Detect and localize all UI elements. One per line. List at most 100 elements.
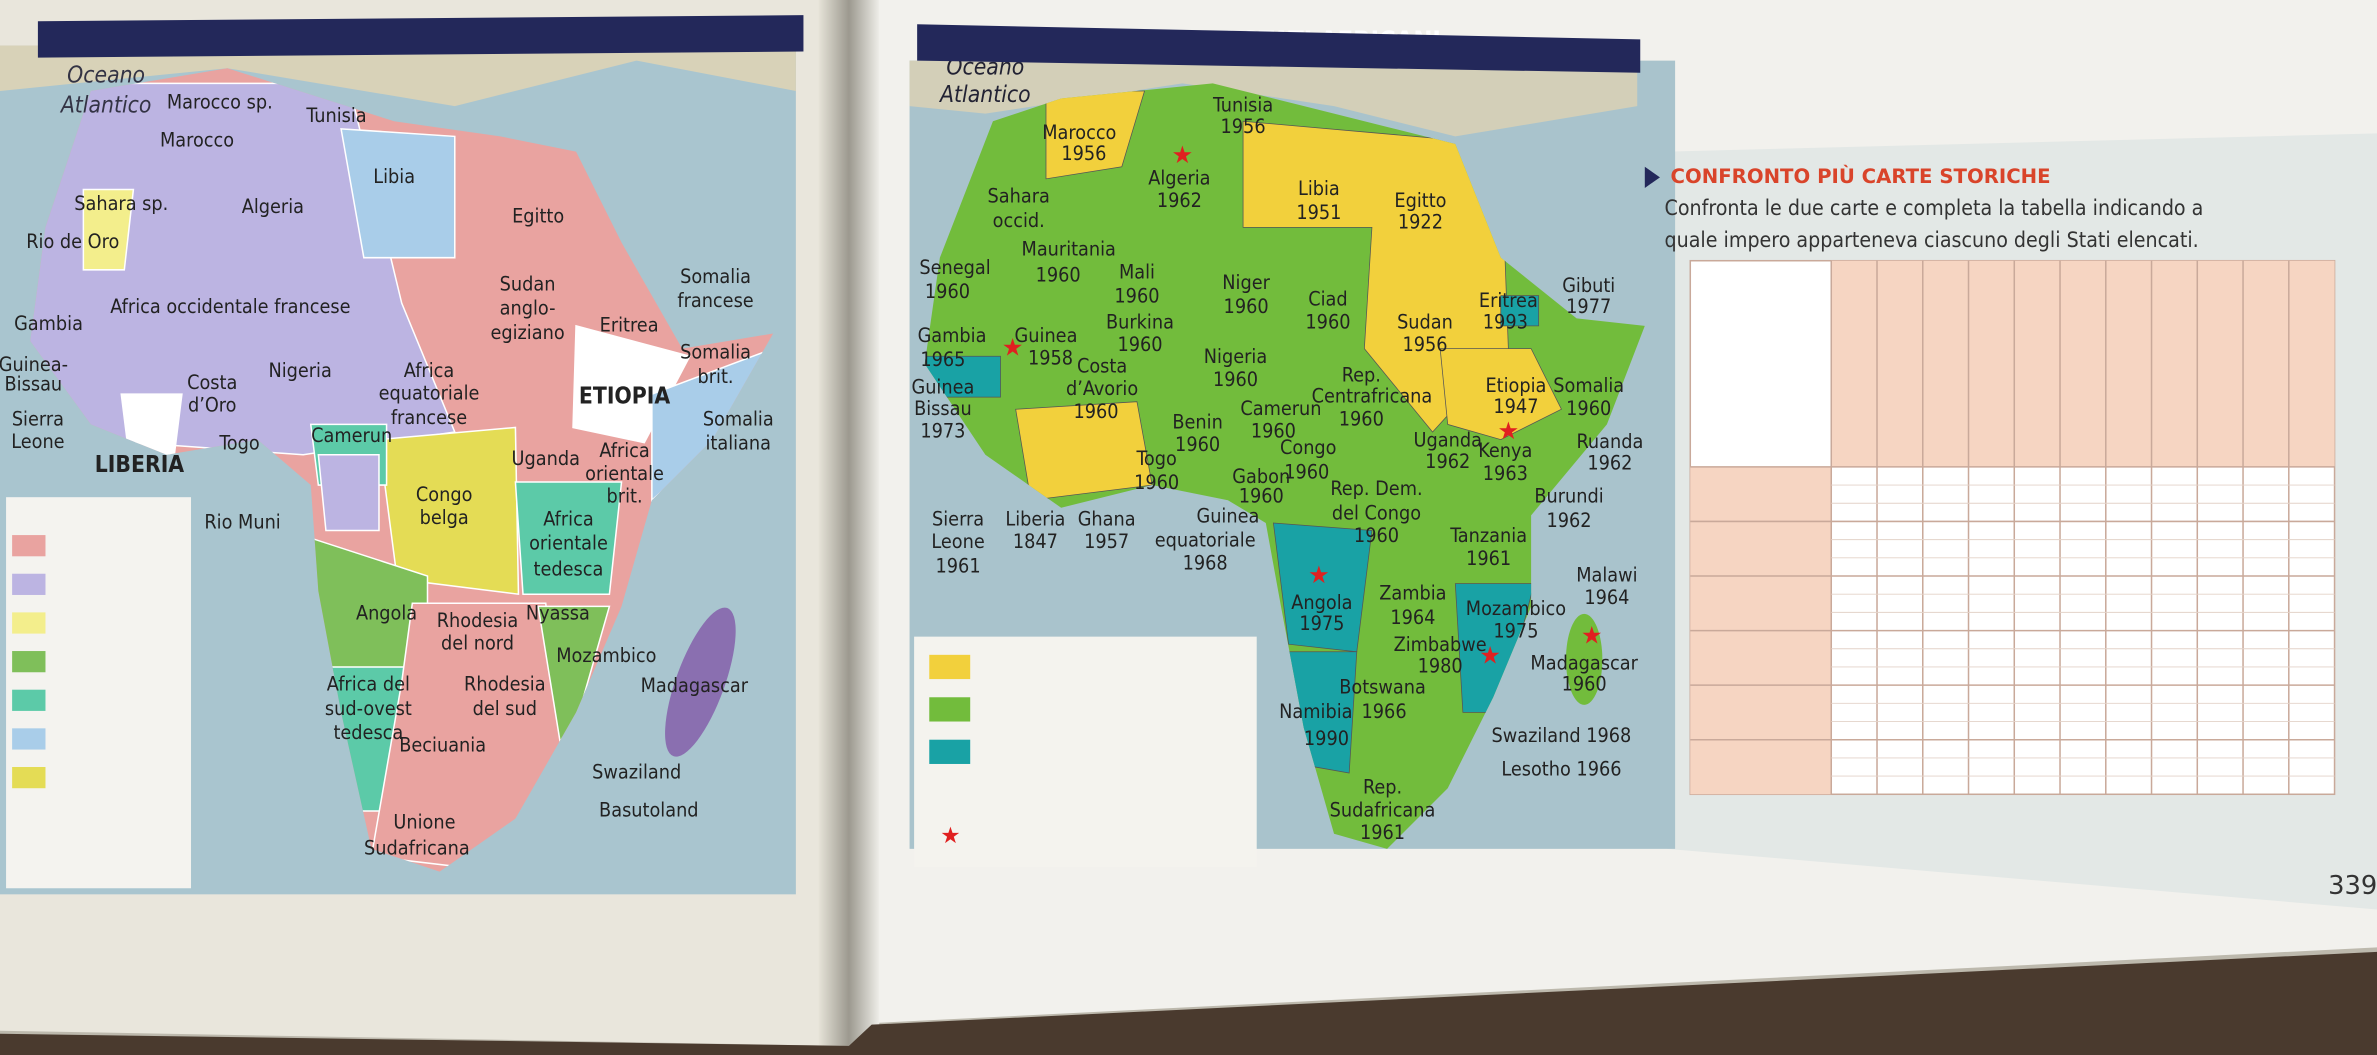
legend-swatch <box>12 535 46 557</box>
map-label: Egitto <box>512 204 564 227</box>
map-label: 1960 <box>1339 407 1384 430</box>
map-label: Zambia <box>1379 582 1446 605</box>
map-label: Africa <box>599 439 649 462</box>
map-label: 1961 <box>1360 821 1405 844</box>
map-label: 1960 <box>1224 295 1269 318</box>
map-label: Angola <box>356 601 417 624</box>
map-label: Libia <box>1298 177 1340 200</box>
map-label: Africa del <box>327 673 410 696</box>
map-label: brit. <box>607 485 643 508</box>
map-label: Uganda <box>512 447 580 470</box>
map-label: Congo <box>416 483 473 506</box>
map-label: Eritrea <box>1479 289 1538 312</box>
map-label: 1993 <box>1483 310 1528 333</box>
right-map <box>909 60 1676 849</box>
map-label: 1963 <box>1483 462 1528 485</box>
map-label: Centrafricana <box>1312 385 1433 408</box>
map-label: Kenya <box>1478 439 1532 462</box>
map-label: 1951 <box>1296 201 1341 224</box>
map-label: sud-ovest <box>325 697 412 720</box>
map-label: Rhodesia <box>437 609 519 632</box>
map-label: Tunisia <box>305 104 366 127</box>
map-label: Madagascar <box>1530 651 1638 674</box>
map-label: Sudan <box>500 272 556 295</box>
map-label: tedesca <box>534 557 604 580</box>
map-label: Mozambico <box>1466 597 1566 620</box>
map-label: Ruanda <box>1577 430 1644 453</box>
gutter <box>818 0 880 1046</box>
map-label: Senegal <box>919 256 990 279</box>
map-label: Africa <box>543 507 593 530</box>
map-label: 1960 <box>1134 471 1179 494</box>
map-label: 1975 <box>1493 620 1538 643</box>
map-label: 1960 <box>1239 485 1284 508</box>
map-label: Togo <box>218 432 259 455</box>
map-label: Guinea <box>1015 324 1078 347</box>
map-label: Africa occidentale francese <box>110 295 350 318</box>
map-label: equatoriale <box>379 382 480 405</box>
map-label: Marocco sp. <box>167 91 273 114</box>
exercise-heading: CONFRONTO PIÙ CARTE STORICHE <box>1671 164 2051 188</box>
map-label: Sudafricana <box>1330 798 1436 821</box>
map-label: 1975 <box>1299 612 1344 635</box>
map-label: Algeria <box>1148 166 1210 189</box>
map-label: Botswana <box>1339 676 1426 699</box>
colony <box>340 128 456 259</box>
legend-star: ★ <box>940 823 960 849</box>
map-label: 1977 <box>1566 295 1611 318</box>
map-label: 1960 <box>1114 285 1159 308</box>
map-label: Somalia <box>680 265 751 288</box>
map-label: 1961 <box>936 554 981 577</box>
map-label: 1960 <box>1036 263 1081 286</box>
map-label: 1956 <box>1221 115 1266 138</box>
map-label: Costa <box>187 371 237 394</box>
map-label: ETIOPIA <box>579 384 670 410</box>
map-label: Malawi <box>1576 564 1637 587</box>
map-label: Beciuania <box>399 733 486 756</box>
colony <box>317 453 380 532</box>
legend-swatch <box>12 573 46 595</box>
legend-swatch <box>929 654 971 680</box>
map-label: 1960 <box>1117 333 1162 356</box>
map-label: 1957 <box>1084 530 1129 553</box>
zone <box>1500 295 1540 327</box>
page-number: 339 <box>2328 871 2377 901</box>
instruction: quale impero apparteneva ciascuno degli … <box>1665 228 2199 253</box>
map-label: 1847 <box>1013 530 1058 553</box>
map-label: equatoriale <box>1155 529 1256 552</box>
legend-swatch <box>12 651 46 673</box>
map-label: Congo <box>1280 436 1337 459</box>
map-label: egiziano <box>490 321 564 344</box>
map-label: 1980 <box>1418 654 1463 677</box>
map-label: 1964 <box>1584 586 1629 609</box>
title-bar <box>37 15 804 58</box>
map-label: Sudan <box>1397 310 1453 333</box>
map-label: Swaziland 1968 <box>1492 724 1632 747</box>
map-label: Guinea <box>911 376 974 399</box>
map-label: Swaziland <box>592 761 681 784</box>
map-label: Sierra <box>12 407 64 430</box>
map-label: 1960 <box>1175 433 1220 456</box>
independence-zones <box>924 90 1562 774</box>
map-label: 1962 <box>1157 189 1202 212</box>
map-label: Somalia <box>703 407 774 430</box>
map-label: Leone <box>931 530 984 553</box>
map-label: Zimbabwe <box>1394 633 1487 656</box>
colony <box>82 188 135 271</box>
map-label: italiana <box>706 432 772 455</box>
map-label: 1990 <box>1304 727 1349 750</box>
europe <box>0 45 796 107</box>
map-label: Tanzania <box>1449 524 1527 547</box>
map-label: del nord <box>441 632 514 655</box>
map-label: Camerun <box>1240 397 1321 420</box>
map-label: LIBERIA <box>95 452 185 478</box>
map-label: Guinea- <box>0 353 68 376</box>
map-label: Marocco <box>1042 121 1116 144</box>
map-label: 1960 <box>1354 524 1399 547</box>
map-label: Togo <box>1135 447 1176 470</box>
map-label: 1956 <box>1061 142 1106 165</box>
map-label: Lesotho 1966 <box>1501 758 1621 781</box>
instruction: Confronta le due carte e completa la tab… <box>1665 196 2204 221</box>
map-label: Libia <box>373 165 415 188</box>
map-label: 1968 <box>1183 551 1228 574</box>
